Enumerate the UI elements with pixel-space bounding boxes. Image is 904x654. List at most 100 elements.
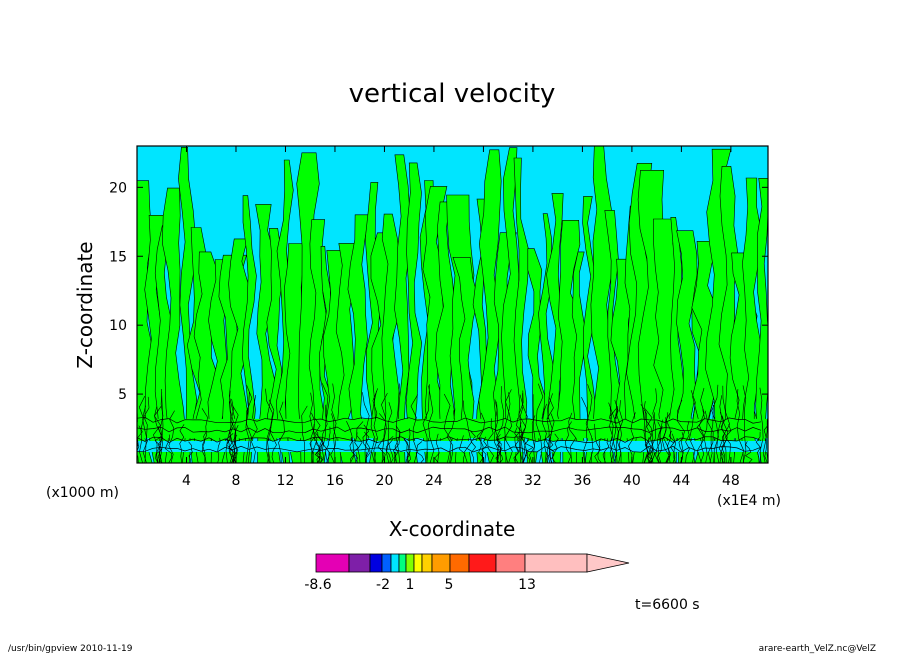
updraft-plume (718, 166, 740, 463)
updraft-plume (546, 193, 566, 463)
contour-line (597, 438, 602, 463)
contour-line (362, 424, 370, 463)
contour-line (331, 383, 337, 463)
contour-line (616, 406, 622, 463)
contour-line (656, 419, 663, 463)
contour-line (386, 402, 393, 463)
contour-line (270, 426, 277, 463)
colorbar-segment (348, 553, 371, 573)
x-tick-label: 24 (425, 473, 443, 489)
contour-line (585, 384, 594, 463)
contour-line (564, 421, 572, 463)
x-tick-label: 48 (722, 473, 740, 489)
contour-line (481, 436, 488, 463)
x-tick-label: 32 (524, 473, 542, 489)
contour-line (315, 440, 321, 463)
contour-line (158, 388, 164, 463)
contour-line (159, 392, 164, 463)
contour-line (707, 401, 714, 463)
contour-line (716, 395, 723, 463)
colorbar-segment (449, 553, 470, 573)
x-tick-label: 44 (672, 473, 690, 489)
x-tick-label: 28 (475, 473, 493, 489)
colorbar-tick-label: -2 (376, 577, 390, 593)
contour-line (246, 385, 253, 463)
contour-line (422, 384, 430, 463)
contour-line (137, 436, 762, 443)
contour-line (428, 385, 435, 463)
contour-line (202, 430, 207, 463)
contour-line (395, 383, 401, 463)
contour-line (542, 403, 547, 463)
colorbar-tick-label: -8.6 (304, 577, 331, 593)
colorbar-segment (369, 553, 383, 573)
contour-line (709, 405, 714, 463)
contour-line (137, 425, 143, 463)
contour-line (677, 399, 685, 463)
contour-line (301, 405, 308, 463)
contour-line (137, 445, 762, 453)
contour-line (724, 424, 732, 463)
contour-line (759, 387, 764, 463)
contour-line (696, 409, 705, 463)
contour-line (229, 401, 236, 463)
contour-line (762, 399, 768, 463)
updraft-plume (347, 214, 370, 463)
contour-line (711, 384, 719, 463)
colorbar-segment (413, 553, 423, 573)
y-axis-label: Z-coordinate (73, 241, 97, 368)
contour-line (137, 416, 762, 424)
colorbar-segment (495, 553, 526, 573)
contour-line (518, 390, 527, 463)
contour-line (628, 412, 636, 463)
colorbar-segment (431, 553, 451, 573)
contour-line (644, 410, 654, 463)
contour-line (656, 426, 663, 463)
x-tick-label: 8 (232, 473, 241, 489)
contour-line (142, 396, 150, 463)
footer-right: arare-earth_VelZ.nc@VelZ (759, 644, 876, 654)
contour-line (232, 424, 239, 463)
contour-line (232, 405, 239, 463)
footer-left: /usr/bin/gpview 2010-11-19 (8, 644, 133, 654)
y-tick-label: 20 (109, 180, 127, 196)
contour-line (406, 428, 411, 463)
contour-line (225, 390, 232, 463)
contour-line (346, 420, 355, 463)
contour-line (742, 385, 747, 463)
contour-line (179, 424, 185, 463)
contour-line (403, 437, 410, 463)
contour-line (201, 408, 208, 463)
colorbar-segment (524, 553, 588, 573)
time-label: t=6600 s (635, 597, 700, 613)
contour-line (617, 400, 624, 463)
contour-line (226, 426, 234, 463)
contour-line (685, 420, 690, 463)
updraft-plume (501, 147, 523, 463)
contour-line (446, 410, 455, 463)
contour-line (495, 434, 502, 463)
colorbar: -8.6 -2 1 5 13 (304, 553, 630, 593)
colorbar-tick-label: 1 (406, 577, 415, 593)
contour-line (157, 426, 163, 463)
contour-line (494, 401, 501, 463)
contour-line (250, 394, 258, 463)
contour-line (568, 412, 577, 463)
colorbar-segment (421, 553, 433, 573)
contour-line (325, 426, 331, 463)
contour-line (314, 417, 323, 463)
contour-line (504, 392, 513, 463)
y-tick-label: 10 (109, 318, 127, 334)
y-ticks: 5 10 15 20 (109, 180, 768, 403)
updraft-plume (161, 187, 187, 463)
contour-line (404, 440, 411, 463)
x-tick-label: 12 (277, 473, 295, 489)
updraft-plume (571, 251, 587, 463)
colorbar-segment (390, 553, 400, 573)
contour-line (516, 418, 524, 463)
colorbar-tick-label: 13 (518, 577, 536, 593)
contour-line (478, 412, 485, 463)
contour-line (154, 436, 162, 463)
